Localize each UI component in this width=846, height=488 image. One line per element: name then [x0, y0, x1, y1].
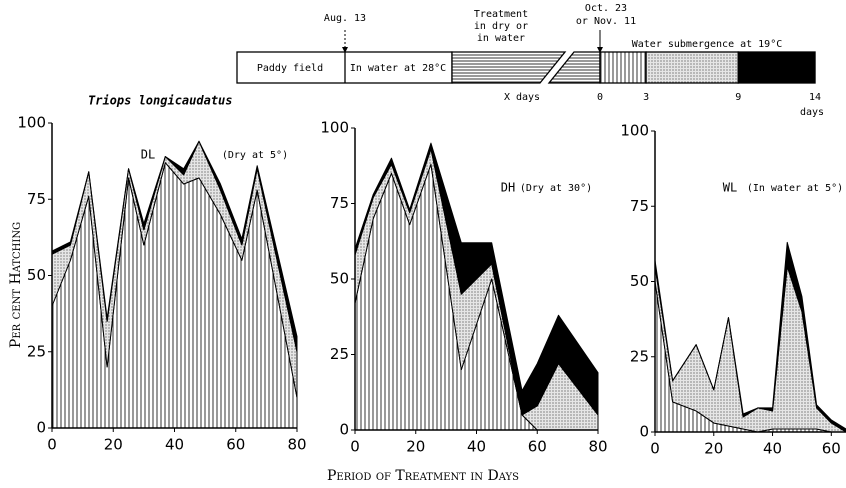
panel-subtitle: (Dry at 30°) [520, 183, 592, 194]
scale-label: 14 [809, 92, 821, 103]
date-label: Oct. 23 [585, 3, 627, 14]
x-tick-label: 0 [650, 440, 660, 458]
panel-subtitle: (Dry at 5°) [222, 150, 288, 161]
area [354, 142, 599, 416]
area [51, 140, 298, 353]
treatment-label: in water [477, 33, 525, 44]
timeline-segment [599, 51, 647, 84]
timeline-segment [737, 51, 816, 84]
date-label: or Nov. 11 [576, 16, 636, 27]
unit-label: days [800, 107, 824, 118]
y-tick-label: 0 [639, 423, 649, 441]
timeline: Aug. 13 Treatment in dry or in water Oct… [236, 3, 824, 118]
segment-label: In water at 28°C [350, 63, 446, 74]
x-tick-label: 40 [165, 436, 184, 454]
x-tick-label: 80 [588, 438, 607, 456]
panel: 0 25 50 75 100 0 20 40 60 80 DH (Dry at 30°) [320, 119, 607, 456]
panel: 0 25 50 75 100 0 20 40 60 WL (In water at 5°) [620, 122, 846, 458]
panel: 0 25 50 75 100 0 20 40 60 80 DL (Dry at 5°) [17, 114, 306, 454]
y-tick-label: 0 [339, 421, 349, 439]
area [654, 241, 846, 433]
segment-label: X days [504, 92, 540, 103]
date-label: Aug. 13 [324, 13, 366, 24]
treatment-label: in dry or [474, 21, 528, 32]
treatment-label: Treatment [474, 9, 528, 20]
segment-label: Paddy field [257, 63, 323, 74]
panel-title: DL [141, 148, 155, 162]
y-tick-label: 100 [620, 122, 649, 140]
x-axis-label: Period of Treatment in Days [327, 468, 519, 484]
timeline-segment [645, 51, 739, 84]
x-tick-label: 0 [350, 438, 360, 456]
x-tick-label: 80 [287, 436, 306, 454]
arrow-head [342, 47, 348, 53]
segment-label: Water submergence at 19°C [632, 39, 783, 50]
y-tick-label: 50 [630, 272, 649, 290]
y-tick-label: 75 [27, 190, 46, 208]
x-tick-label: 60 [226, 436, 245, 454]
treatment-bar [451, 51, 567, 84]
y-tick-label: 25 [630, 347, 649, 365]
y-tick-label: 0 [36, 419, 46, 437]
y-tick-label: 25 [27, 342, 46, 360]
y-tick-label: 25 [330, 345, 349, 363]
x-tick-label: 20 [406, 438, 425, 456]
panel-title: DH [501, 181, 515, 195]
y-tick-label: 100 [320, 119, 349, 137]
y-tick-label: 75 [630, 197, 649, 215]
x-tick-label: 40 [467, 438, 486, 456]
x-tick-label: 40 [763, 440, 782, 458]
x-tick-label: 60 [822, 440, 841, 458]
y-tick-label: 100 [17, 114, 46, 132]
x-tick-label: 20 [704, 440, 723, 458]
y-tick-label: 50 [27, 266, 46, 284]
y-tick-label: 75 [330, 194, 349, 212]
panel-title: WL [723, 181, 737, 195]
scale-label: 9 [735, 92, 741, 103]
y-tick-label: 50 [330, 270, 349, 288]
figure-title: Triops longicaudatus [88, 94, 233, 108]
scale-label: 0 [597, 92, 603, 103]
x-tick-label: 20 [104, 436, 123, 454]
arrow-head [597, 47, 603, 53]
x-tick-label: 60 [528, 438, 547, 456]
x-tick-label: 0 [47, 436, 57, 454]
panel-subtitle: (In water at 5°) [747, 183, 843, 194]
scale-label: 3 [643, 92, 649, 103]
y-axis-label: Per cent Hatching [8, 222, 24, 348]
